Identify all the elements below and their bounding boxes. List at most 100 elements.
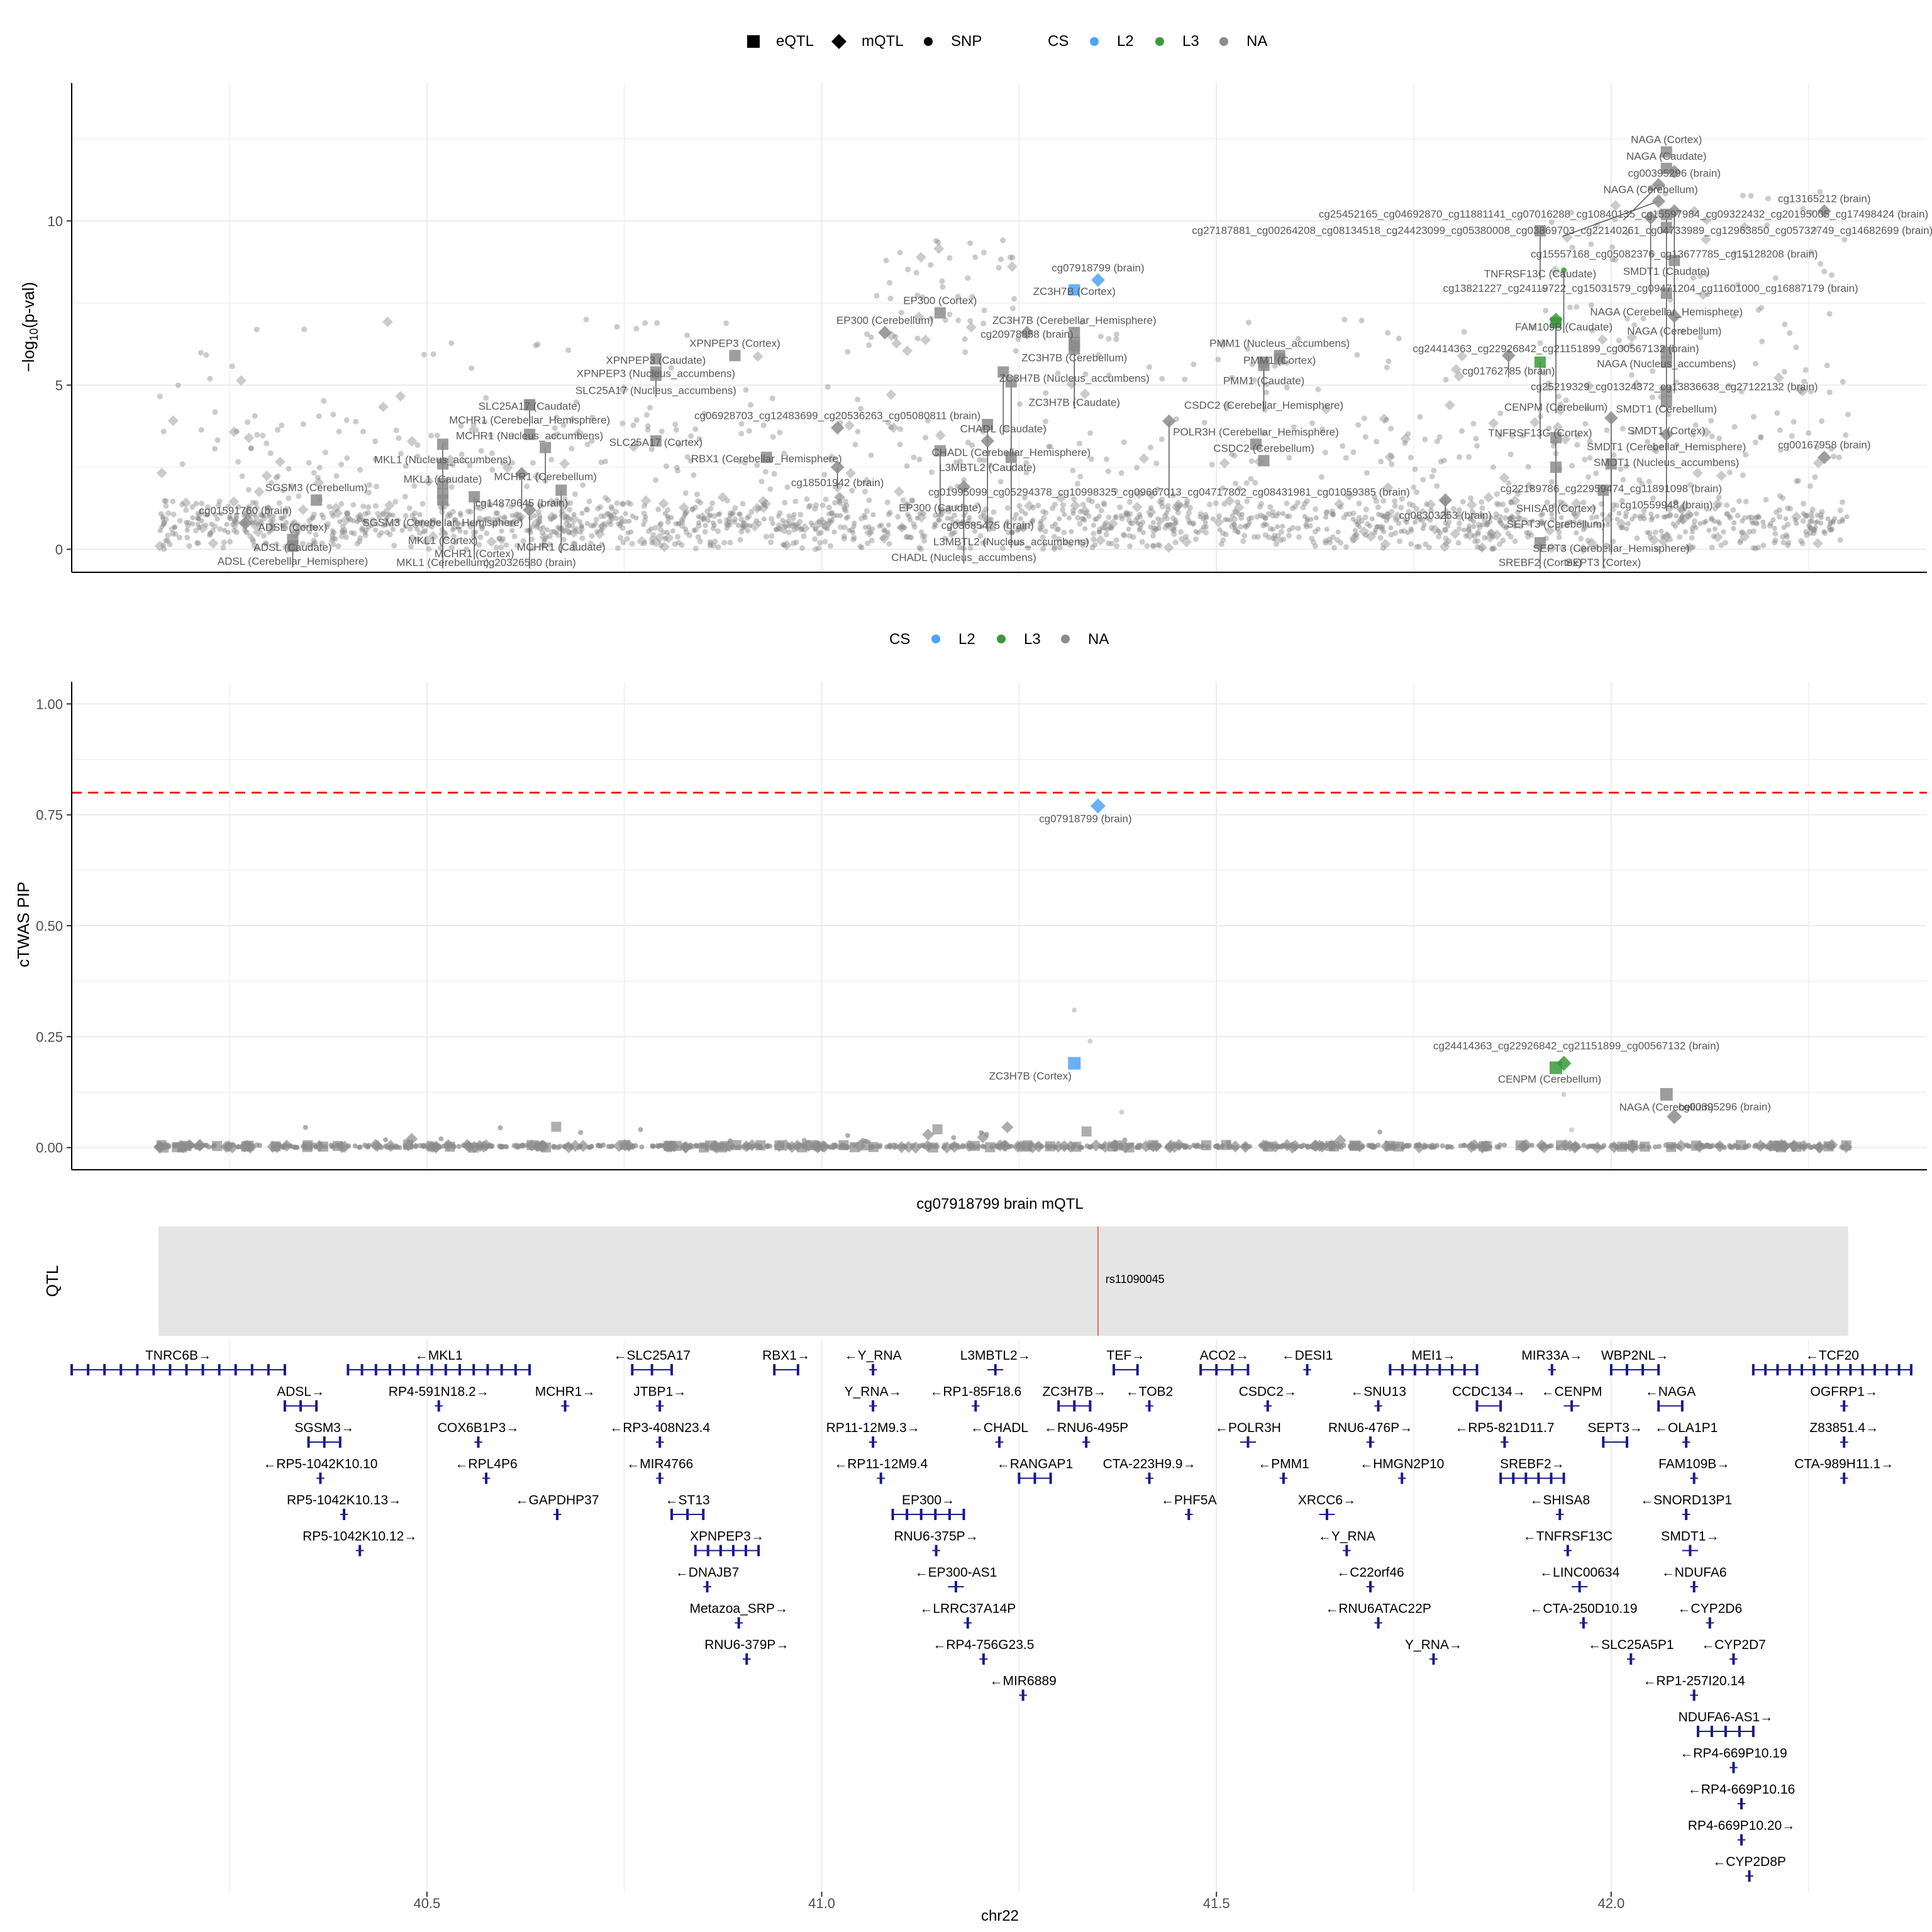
gene-exon [906,1509,909,1520]
pval-bg-snp [330,528,335,533]
pval-bg-snp [1613,257,1619,263]
pval-bg-snp [1468,495,1474,501]
pval-bg-snp [1262,532,1269,538]
pval-bg-snp [1759,338,1765,345]
pval-point-label: SLC25A17 (Nucleus_accumbens) [575,385,736,397]
gene-exon [745,1545,748,1557]
pval-bg-mqtl [1400,433,1411,445]
pval-bg-snp [266,530,272,535]
pval-bg-snp [868,452,874,458]
pip-bg-snp [1272,1143,1278,1149]
pval-bg-snp [1807,530,1813,536]
pval-bg-snp [1016,502,1023,509]
pval-bg-snp [1567,506,1573,512]
pval-point-label: L3MBTL2 (Caudate) [939,462,1036,474]
pval-bg-snp [338,462,345,468]
pip-bg-mqtl [802,1139,815,1152]
pval-bg-snp [1743,253,1750,259]
pval-mqtl-point [1438,493,1453,507]
pval-bg-snp [737,458,743,465]
pip-point-label: cg24414363_cg22926842_cg21151899_cg00567… [1433,1040,1719,1052]
pval-bg-mqtl [1333,499,1345,509]
pval-bg-snp [579,535,586,541]
pval-mqtl-point [1667,165,1682,179]
pip-bg-snp [1391,1145,1397,1150]
pval-bg-snp [589,438,595,444]
pval-bg-snp [952,530,958,535]
pval-bg-snp [1195,530,1201,535]
pval-point-label: POLR3H (Cerebellar_Hemisphere) [1173,426,1339,438]
gene-label: CTA-989H11.1→ [1794,1457,1894,1472]
pval-point-label: CSDC2 (Cerebellar_Hemisphere) [1184,399,1343,411]
pval-bg-snp [965,440,971,446]
pval-bg-snp [229,363,235,369]
pval-bg-snp [1338,540,1344,546]
pval-bg-snp [665,513,670,519]
pval-bg-snp [195,511,201,516]
pval-bg-snp [357,538,363,545]
pval-bg-snp [1252,377,1258,383]
pval-bg-snp [933,238,939,244]
pval-bg-snp [694,491,701,497]
pval-point-label: MKL1 (Nucleus_accumbens) [374,453,511,465]
pval-bg-snp [455,525,461,531]
pval-bg-snp [1398,504,1404,511]
pval-bg-snp [1484,520,1490,526]
gene-label: Metazoa_SRP→ [690,1602,788,1616]
pval-bg-snp [799,545,805,551]
pval-bg-mqtl [1552,421,1563,433]
pval-bg-snp [966,518,972,524]
pval-bg-mqtl [1774,372,1784,384]
legend-snp-label: SNP [951,33,982,50]
pval-bg-snp [380,511,386,518]
pval-bg-snp [1230,513,1235,518]
gene-exon [1813,1364,1816,1375]
pval-bg-snp [1362,434,1368,440]
pip-bg-snp [578,1143,584,1149]
pip-bg-snp [843,1144,849,1150]
pval-bg-snp [786,518,792,524]
pval-bg-snp [950,520,956,526]
pval-bg-snp [296,493,302,499]
pval-bg-snp [1640,513,1646,518]
pval-bg-snp [1150,543,1156,549]
gene-track: TNRC6B→ADSL→SGSM3→←RP5-1042K10.10RP5-104… [70,1340,1913,1924]
pval-bg-snp [608,504,614,510]
pval-bg-snp [715,528,721,535]
gene-label: XRCC6→ [1298,1493,1356,1507]
pval-eqtl-point [650,435,662,447]
pval-bg-snp [1620,477,1626,483]
pip-bg-mqtl [1001,1121,1014,1133]
pval-bg-snp [1232,508,1238,514]
pval-bg-snp [1704,506,1710,512]
gene-label: ←RP1-257I20.14 [1643,1674,1746,1689]
pval-bg-snp [560,422,567,428]
pval-bg-snp [870,512,876,518]
pval-bg-snp [1438,514,1444,519]
pip-bg-snp [749,1144,755,1150]
pval-bg-snp [1170,526,1176,532]
gene-exon [136,1364,139,1375]
pval-bg-snp [1574,441,1580,448]
pval-bg-snp [1079,319,1085,326]
gene-label: SEPT3→ [1587,1421,1643,1435]
pval-bg-snp [276,500,282,506]
pip-bg-snp [436,1143,441,1148]
pval-point-label: CSDC2 (Cerebellum) [1213,442,1314,454]
pval-bg-snp [333,473,340,479]
pval-bg-mqtl [1795,384,1806,395]
pval-bg-snp [1140,530,1146,535]
pval-bg-snp [620,539,626,545]
pval-bg-snp [763,533,769,540]
pval-bg-snp [1175,509,1181,516]
pval-bg-snp [886,280,892,286]
pip-bg-snp [1138,1142,1143,1148]
pval-bg-snp [1738,538,1744,544]
pval-bg-snp [1462,527,1467,533]
pval-bg-snp [1509,433,1516,439]
gene-label: ←TOB2 [1126,1385,1173,1399]
pval-bg-snp [819,516,824,522]
pval-bg-snp [1414,543,1420,550]
pval-bg-snp [1743,499,1749,505]
pval-bg-snp [769,533,775,539]
